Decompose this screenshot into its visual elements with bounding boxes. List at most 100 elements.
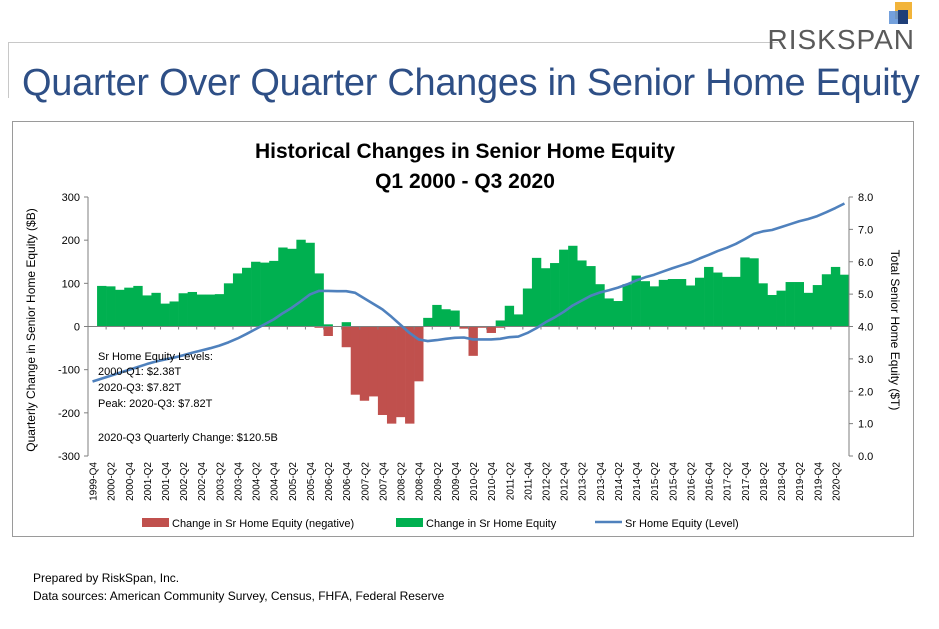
bar-positive xyxy=(559,249,569,327)
x-tick-label: 2018-Q2 xyxy=(759,462,770,501)
x-tick-label: 2013-Q2 xyxy=(578,462,589,501)
bar-negative xyxy=(495,326,506,328)
bar-positive xyxy=(731,276,741,327)
bar-positive xyxy=(522,288,533,327)
bar-positive xyxy=(649,286,660,327)
bar-negative xyxy=(468,326,478,356)
y2-tick-label: 5.0 xyxy=(858,289,873,301)
x-tick-label: 2012-Q2 xyxy=(542,462,553,501)
bar-positive xyxy=(839,274,850,327)
x-tick-label: 2005-Q4 xyxy=(306,462,317,501)
bar-negative xyxy=(368,326,379,397)
bar-positive xyxy=(595,284,605,327)
bar-positive xyxy=(785,282,795,327)
bar-positive xyxy=(278,247,288,327)
bar-positive xyxy=(504,305,515,327)
bar-negative xyxy=(314,326,324,328)
y2-tick-label: 0.0 xyxy=(858,451,873,463)
chart-title: Historical Changes in Senior Home Equity xyxy=(255,140,675,163)
y-tick-label: -300 xyxy=(58,451,80,463)
bar-positive xyxy=(713,272,723,327)
legend-label-line: Sr Home Equity (Level) xyxy=(625,518,739,530)
bar-positive xyxy=(323,324,333,327)
annotation-line1: Sr Home Equity Levels: xyxy=(98,351,213,363)
bar-positive xyxy=(658,279,669,327)
bar-positive xyxy=(133,285,143,327)
y-tick-label: 300 xyxy=(62,192,80,204)
legend-swatch-positive xyxy=(396,518,423,527)
bar-positive xyxy=(432,304,442,327)
x-tick-label: 2017-Q4 xyxy=(741,462,752,501)
bar-positive xyxy=(205,294,216,327)
bar-positive xyxy=(296,239,306,327)
x-tick-label: 2002-Q2 xyxy=(179,462,190,501)
x-tick-label: 2011-Q4 xyxy=(523,462,534,501)
y2-tick-label: 4.0 xyxy=(858,322,873,334)
bar-positive xyxy=(97,285,107,327)
x-tick-label: 1999-Q4 xyxy=(89,462,100,501)
bar-positive xyxy=(251,261,261,327)
bar-positive xyxy=(767,294,777,327)
y2-tick-label: 2.0 xyxy=(858,386,873,398)
bar-negative xyxy=(359,326,370,401)
header-rule-left xyxy=(8,42,9,98)
x-tick-label: 2014-Q2 xyxy=(614,462,625,501)
bar-positive xyxy=(704,266,714,327)
x-tick-label: 2019-Q4 xyxy=(813,462,824,501)
y-tick-label: 100 xyxy=(62,278,80,290)
bar-negative xyxy=(350,326,361,395)
x-tick-label: 2002-Q4 xyxy=(197,462,208,501)
bar-positive xyxy=(694,277,705,327)
bar-positive xyxy=(187,291,198,327)
bar-positive xyxy=(776,290,786,327)
bar-positive xyxy=(622,284,632,327)
bar-negative xyxy=(386,326,397,424)
bar-negative xyxy=(486,326,496,333)
bar-positive xyxy=(631,275,641,327)
bar-positive xyxy=(314,273,324,327)
bar-positive xyxy=(640,281,650,327)
bar-positive xyxy=(722,276,732,327)
bar-positive xyxy=(214,294,225,327)
y-tick-label: -100 xyxy=(58,365,80,377)
x-tick-label: 2007-Q2 xyxy=(360,462,371,501)
bar-positive xyxy=(604,298,614,327)
annotation-box: Sr Home Equity Levels: 2000-Q1: $2.38T 2… xyxy=(98,351,278,444)
x-tick-label: 2010-Q4 xyxy=(487,462,498,501)
x-tick-label: 2007-Q4 xyxy=(378,462,389,501)
line-layer xyxy=(92,202,846,383)
bar-negative xyxy=(396,326,406,418)
bar-positive xyxy=(540,268,551,327)
header-rule xyxy=(8,42,778,43)
bar-positive xyxy=(803,292,814,327)
bar-positive xyxy=(115,289,125,327)
x-tick-label: 2008-Q2 xyxy=(397,462,408,501)
bar-positive xyxy=(124,287,134,327)
bar-positive xyxy=(450,310,460,327)
y-tick-label: 200 xyxy=(62,235,80,247)
line-sr-home-equity-level xyxy=(92,202,846,383)
y2-tick-label: 8.0 xyxy=(858,192,873,204)
x-tick-label: 2014-Q4 xyxy=(632,462,643,501)
bar-positive xyxy=(423,317,433,327)
bar-negative xyxy=(323,326,333,336)
x-tick-label: 2010-Q2 xyxy=(469,462,480,501)
bar-positive xyxy=(676,279,687,327)
y2-tick-label: 3.0 xyxy=(858,354,873,366)
annotation-line5: 2020-Q3 Quarterly Change: $120.5B xyxy=(98,432,278,444)
y2-tick-label: 1.0 xyxy=(858,419,873,431)
bar-positive xyxy=(196,294,207,327)
bar-positive xyxy=(223,283,234,327)
bars-layer xyxy=(97,239,850,424)
x-tick-label: 2009-Q4 xyxy=(451,462,462,501)
legend-swatch-negative xyxy=(142,518,169,527)
legend: Change in Sr Home Equity (negative) Chan… xyxy=(142,518,739,530)
x-tick-label: 2016-Q4 xyxy=(705,462,716,501)
x-tick-label: 2018-Q4 xyxy=(777,462,788,501)
bar-negative xyxy=(477,326,487,328)
bar-positive xyxy=(550,263,560,327)
bar-negative xyxy=(341,326,352,348)
x-tick-label: 2005-Q2 xyxy=(288,462,299,501)
y-tick-label: 0 xyxy=(74,322,80,334)
annotation-line2: 2000-Q1: $2.38T xyxy=(98,366,181,378)
